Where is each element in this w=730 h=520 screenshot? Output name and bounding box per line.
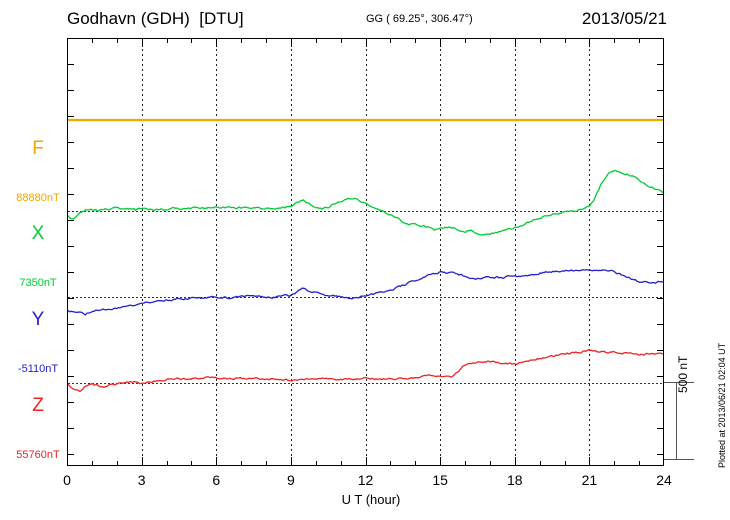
plotted-timestamp: Plotted at 2013/06/21 02:04 UT: [717, 342, 727, 468]
component-value-f: 88880nT: [16, 192, 60, 204]
plot-frame: [67, 38, 664, 466]
x-tick-label: 3: [137, 472, 146, 488]
x-tick-label: 15: [432, 472, 448, 488]
x-tick-label: 18: [506, 472, 523, 488]
component-symbol-x: X: [31, 223, 45, 244]
gridlines: [142, 39, 590, 465]
page-title: Godhavn (GDH) [DTU]: [67, 9, 244, 28]
component-value-x: 7350nT: [19, 277, 57, 289]
component-symbol-f: F: [32, 138, 44, 159]
component-label-f: F 88880nT: [10, 107, 66, 236]
x-tick-label: 12: [357, 472, 374, 488]
plot-canvas: [67, 38, 664, 466]
x-tick-label: 0: [63, 472, 71, 488]
trace-z: [67, 349, 664, 393]
x-tick-label: 21: [581, 472, 598, 488]
scale-bar-label: 500 nT: [676, 355, 690, 393]
data-traces: [67, 118, 664, 393]
trace-y: [67, 268, 664, 316]
component-label-z: Z 55760nT: [10, 364, 66, 493]
trace-baselines: [68, 120, 663, 384]
geographic-coordinates: GG ( 69.25°, 306.47°): [366, 13, 473, 25]
trace-x: [67, 169, 664, 236]
observation-date: 2013/05/21: [581, 9, 667, 28]
component-value-y: -5110nT: [17, 363, 59, 375]
component-label-x: X 7350nT: [10, 192, 66, 321]
component-symbol-y: Y: [31, 309, 45, 330]
x-axis-title: U T (hour): [0, 492, 730, 507]
x-axis-title-text: U T (hour): [341, 492, 401, 507]
x-tick-label: 9: [286, 472, 295, 488]
magnetogram-plot: [67, 38, 664, 466]
component-symbol-z: Z: [32, 395, 44, 416]
component-label-y: Y -5110nT: [10, 278, 66, 407]
x-tick-label: 24: [656, 472, 672, 488]
component-value-z: 55760nT: [16, 449, 60, 461]
axis-ticks: [67, 38, 664, 466]
x-tick-label: 6: [212, 472, 221, 488]
scale-bar: [664, 382, 694, 460]
